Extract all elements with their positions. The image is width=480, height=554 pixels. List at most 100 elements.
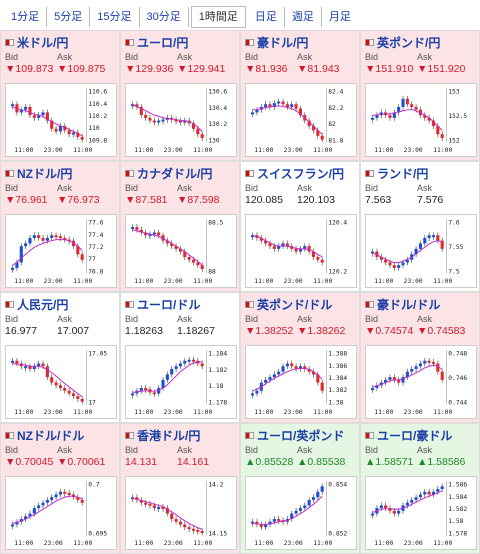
price-chart[interactable]: 1.586 1.584 1.582 1.58 1.578 11:00 23:00 11:00 xyxy=(365,476,477,550)
pair-panel[interactable]: NZドル/円 Bid Ask ▼76.961 ▼76.973 77.6 77.4 7… xyxy=(0,161,120,292)
pair-header[interactable]: NZドル/ドル xyxy=(5,427,115,443)
tab-1[interactable]: 5分足 xyxy=(47,6,91,27)
pair-name-link[interactable]: ランド/円 xyxy=(377,166,429,181)
bid-ask-labels: Bid Ask xyxy=(5,445,115,456)
y-tick-label: 110.6 xyxy=(88,89,107,96)
price-chart[interactable]: 110.6 110.4 110.2 110 109.8 11:00 23:00 11:00 xyxy=(5,83,117,157)
pair-name-link[interactable]: ユーロ/豪ドル xyxy=(377,428,453,443)
candle xyxy=(410,104,414,107)
pair-header[interactable]: 米ドル/円 xyxy=(5,34,115,50)
price-chart[interactable]: 17.05 17 11:00 23:00 11:00 xyxy=(5,345,117,419)
pair-header[interactable]: 英ポンド/円 xyxy=(365,34,475,50)
price-chart[interactable]: 120.4 120.2 11:00 23:00 11:00 xyxy=(245,214,357,288)
pair-panel[interactable]: 米ドル/円 Bid Ask ▼109.873 ▼109.875 110.6 110… xyxy=(0,30,120,161)
candle xyxy=(281,101,285,105)
pair-panel[interactable]: 英ポンド/ドル Bid Ask ▼1.38252 ▼1.38262 1.388 1… xyxy=(240,292,360,423)
candle xyxy=(161,379,165,389)
tab-5[interactable]: 日足 xyxy=(248,6,285,27)
pair-name-link[interactable]: 米ドル/円 xyxy=(17,35,69,50)
pair-header[interactable]: カナダドル/円 xyxy=(125,165,235,181)
candle xyxy=(45,366,49,378)
pair-panel[interactable]: ランド/円 Bid Ask 7.563 7.576 7.6 7.55 7.5 11:0… xyxy=(360,161,480,292)
bid-ask-labels: Bid Ask xyxy=(125,183,235,194)
pair-panel[interactable]: スイスフラン/円 Bid Ask 120.085 120.103 120.4 12… xyxy=(240,161,360,292)
pair-name-link[interactable]: 香港ドル/円 xyxy=(137,428,201,443)
pair-header[interactable]: NZドル/円 xyxy=(5,165,115,181)
price-chart[interactable]: 0.854 0.852 11:00 23:00 11:00 xyxy=(245,476,357,550)
price-chart[interactable]: 88.5 88 11:00 23:00 11:00 xyxy=(125,214,237,288)
pair-name-link[interactable]: ユーロ/ドル xyxy=(137,297,201,312)
pair-header[interactable]: ユーロ/円 xyxy=(125,34,235,50)
candle xyxy=(80,254,84,260)
pair-header[interactable]: 香港ドル/円 xyxy=(125,427,235,443)
moving-average-line xyxy=(12,495,83,524)
pair-header[interactable]: 豪ドル/円 xyxy=(245,34,355,50)
candle xyxy=(19,109,23,113)
candle xyxy=(371,513,375,516)
tab-6[interactable]: 週足 xyxy=(285,6,322,27)
pair-panel[interactable]: 豪ドル/円 Bid Ask ▼81.936 ▼81.943 82.4 82.2 82… xyxy=(240,30,360,161)
pair-name-link[interactable]: NZドル/円 xyxy=(17,166,73,181)
pair-name-link[interactable]: 豪ドル/円 xyxy=(257,35,309,50)
candle xyxy=(50,120,54,129)
price-chart[interactable]: 14.2 14.15 11:00 23:00 11:00 xyxy=(125,476,237,550)
candle xyxy=(298,366,302,369)
price-chart[interactable]: 0.748 0.746 0.744 11:00 23:00 11:00 xyxy=(365,345,477,419)
pair-name-link[interactable]: ユーロ/円 xyxy=(137,35,189,50)
pair-panel[interactable]: 人民元/円 Bid Ask 16.977 17.007 17.05 17 11:00… xyxy=(0,292,120,423)
pair-header[interactable]: ユーロ/ドル xyxy=(125,296,235,312)
pair-name-link[interactable]: 豪ドル/ドル xyxy=(377,297,441,312)
price-chart[interactable]: 0.7 0.695 11:00 23:00 11:00 xyxy=(5,476,117,550)
candle xyxy=(277,246,281,249)
pair-name-link[interactable]: カナダドル/円 xyxy=(137,166,213,181)
candle xyxy=(431,235,436,238)
price-chart[interactable]: 153 152.5 152 11:00 23:00 11:00 xyxy=(365,83,477,157)
pair-header[interactable]: 人民元/円 xyxy=(5,296,115,312)
candle xyxy=(144,388,148,390)
price-chart[interactable]: 1.184 1.182 1.18 1.178 11:00 23:00 11:00 xyxy=(125,345,237,419)
candle xyxy=(41,112,45,116)
pair-panel[interactable]: ユーロ/英ポンド Bid Ask ▲0.85528 ▲0.85538 0.854… xyxy=(240,423,360,554)
price-chart[interactable]: 7.6 7.55 7.5 11:00 23:00 11:00 xyxy=(365,214,477,288)
y-tick-label: 120.2 xyxy=(328,268,347,275)
y-tick-label: 1.182 xyxy=(208,367,227,374)
candle xyxy=(427,117,431,121)
pair-name-link[interactable]: ユーロ/英ポンド xyxy=(257,428,345,443)
pair-panel[interactable]: ユーロ/円 Bid Ask ▼129.936 ▼129.941 130.6 130… xyxy=(120,30,240,161)
price-chart[interactable]: 82.4 82.2 82 81.8 11:00 23:00 11:00 xyxy=(245,83,357,157)
pair-header[interactable]: スイスフラン/円 xyxy=(245,165,355,181)
pair-name-link[interactable]: 人民元/円 xyxy=(17,297,69,312)
pair-panel[interactable]: 香港ドル/円 Bid Ask 14.131 14.161 14.2 14.15 11… xyxy=(120,423,240,554)
pair-header[interactable]: ユーロ/豪ドル xyxy=(365,427,475,443)
pair-panel[interactable]: 英ポンド/円 Bid Ask ▼151.910 ▼151.920 153 152.… xyxy=(360,30,480,161)
pair-panel[interactable]: 豪ドル/ドル Bid Ask ▼0.74574 ▼0.74583 0.748 0.… xyxy=(360,292,480,423)
pair-name-link[interactable]: スイスフラン/円 xyxy=(257,166,344,181)
candle xyxy=(294,366,298,369)
pair-header[interactable]: ユーロ/英ポンド xyxy=(245,427,355,443)
price-chart[interactable]: 77.6 77.4 77.2 77 76.8 11:00 23:00 11:00 xyxy=(5,214,117,288)
pair-panel[interactable]: ユーロ/ドル Bid Ask 1.18263 1.18267 1.184 1.18… xyxy=(120,292,240,423)
pair-name-link[interactable]: 英ポンド/ドル xyxy=(257,297,333,312)
candle xyxy=(423,491,427,495)
pair-panel[interactable]: NZドル/ドル Bid Ask ▼0.70045 ▼0.70061 0.7 0.6… xyxy=(0,423,120,554)
candle xyxy=(28,366,32,369)
tab-0[interactable]: 1分足 xyxy=(4,6,48,27)
pair-panel[interactable]: カナダドル/円 Bid Ask ▼87.581 ▼87.598 88.5 88 11… xyxy=(120,161,240,292)
price-chart[interactable]: 130.6 130.4 130.2 130 11:00 23:00 11:00 xyxy=(125,83,237,157)
pair-panel[interactable]: ユーロ/豪ドル Bid Ask ▲1.58571 ▲1.58586 1.586 1… xyxy=(360,423,480,554)
x-tick-label: 11:00 xyxy=(433,147,452,154)
tab-4[interactable]: 1時間足 xyxy=(190,5,246,28)
pair-header[interactable]: ランド/円 xyxy=(365,165,475,181)
pair-header[interactable]: 英ポンド/ドル xyxy=(245,296,355,312)
pair-header[interactable]: 豪ドル/ドル xyxy=(365,296,475,312)
tab-2[interactable]: 15分足 xyxy=(90,6,140,27)
price-chart[interactable]: 1.388 1.386 1.384 1.382 1.38 11:00 23:00 11:00 xyxy=(245,345,357,419)
tab-3[interactable]: 30分足 xyxy=(140,6,189,27)
pair-name-link[interactable]: 英ポンド/円 xyxy=(377,35,441,50)
pair-name-link[interactable]: NZドル/ドル xyxy=(17,428,85,443)
x-tick-label: 23:00 xyxy=(44,409,63,416)
bid-ask-values: ▼109.873 ▼109.875 xyxy=(5,63,115,76)
bid-ask-labels: Bid Ask xyxy=(365,445,475,456)
tab-7[interactable]: 月足 xyxy=(328,10,351,23)
bid-ask-labels: Bid Ask xyxy=(245,52,355,63)
